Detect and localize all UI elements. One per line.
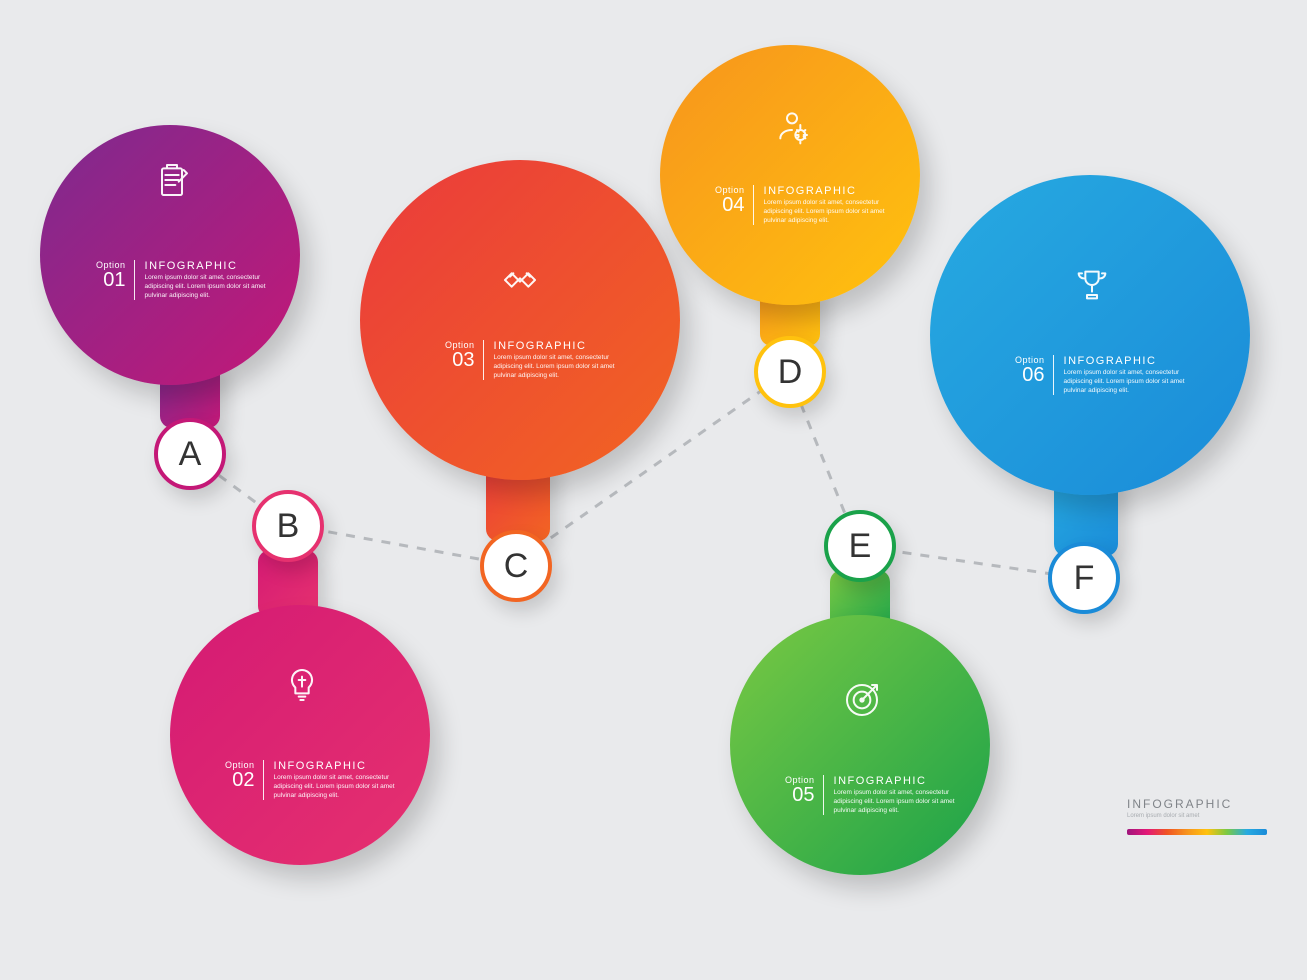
step-title: INFOGRAPHIC [834,775,974,787]
option-number: 05 [785,785,815,805]
option-number: 06 [1015,365,1045,385]
infographic-stage: Option 01 INFOGRAPHIC Lorem ipsum dolor … [0,0,1307,980]
legend-title: INFOGRAPHIC [1127,797,1267,811]
option-block: Option 05 [785,775,824,815]
step-content-e: Option 05 INFOGRAPHIC Lorem ipsum dolor … [785,775,974,815]
step-body: Lorem ipsum dolor sit amet, consectetur … [145,274,285,300]
text-block: INFOGRAPHIC Lorem ipsum dolor sit amet, … [1064,355,1204,395]
legend-subtitle: Lorem ipsum dolor sit amet [1127,813,1267,819]
step-body: Lorem ipsum dolor sit amet, consectetur … [274,774,414,800]
letter-text: E [849,527,872,566]
step-content-b: Option 02 INFOGRAPHIC Lorem ipsum dolor … [225,760,414,800]
option-number: 01 [96,270,126,290]
letter-text: F [1074,559,1095,598]
step-body: Lorem ipsum dolor sit amet, consectetur … [1064,369,1204,395]
step-content-a: Option 01 INFOGRAPHIC Lorem ipsum dolor … [96,260,285,300]
step-title: INFOGRAPHIC [145,260,285,272]
step-content-f: Option 06 INFOGRAPHIC Lorem ipsum dolor … [1015,355,1204,395]
handshake-icon [500,260,540,305]
step-circle-e [730,615,990,875]
letter-badge-a: A [154,418,226,490]
option-block: Option 03 [445,340,484,380]
step-circle-b [170,605,430,865]
step-title: INFOGRAPHIC [494,340,634,352]
text-block: INFOGRAPHIC Lorem ipsum dolor sit amet, … [764,185,904,225]
step-circle-c [360,160,680,480]
step-title: INFOGRAPHIC [1064,355,1204,367]
step-title: INFOGRAPHIC [764,185,904,197]
legend-spectrum-bar [1127,829,1267,835]
option-number: 04 [715,195,745,215]
letter-text: C [504,547,529,586]
text-block: INFOGRAPHIC Lorem ipsum dolor sit amet, … [274,760,414,800]
clipboard-check-icon [152,160,192,205]
user-gear-icon [772,105,812,150]
letter-badge-e: E [824,510,896,582]
option-block: Option 01 [96,260,135,300]
letter-text: D [778,353,803,392]
step-body: Lorem ipsum dolor sit amet, consectetur … [764,199,904,225]
letter-badge-f: F [1048,542,1120,614]
option-number: 02 [225,770,255,790]
letter-badge-b: B [252,490,324,562]
option-block: Option 02 [225,760,264,800]
step-content-d: Option 04 INFOGRAPHIC Lorem ipsum dolor … [715,185,904,225]
letter-badge-d: D [754,336,826,408]
step-content-c: Option 03 INFOGRAPHIC Lorem ipsum dolor … [445,340,634,380]
trophy-icon [1072,265,1112,310]
legend: INFOGRAPHIC Lorem ipsum dolor sit amet [1127,797,1267,835]
target-icon [842,680,882,725]
step-circle-d [660,45,920,305]
step-circle-f [930,175,1250,495]
step-title: INFOGRAPHIC [274,760,414,772]
option-number: 03 [445,350,475,370]
text-block: INFOGRAPHIC Lorem ipsum dolor sit amet, … [834,775,974,815]
text-block: INFOGRAPHIC Lorem ipsum dolor sit amet, … [494,340,634,380]
letter-badge-c: C [480,530,552,602]
step-body: Lorem ipsum dolor sit amet, consectetur … [834,789,974,815]
step-body: Lorem ipsum dolor sit amet, consectetur … [494,354,634,380]
option-block: Option 06 [1015,355,1054,395]
lightbulb-dollar-icon [282,665,322,710]
letter-text: B [277,507,300,546]
letter-text: A [179,435,202,474]
text-block: INFOGRAPHIC Lorem ipsum dolor sit amet, … [145,260,285,300]
option-block: Option 04 [715,185,754,225]
